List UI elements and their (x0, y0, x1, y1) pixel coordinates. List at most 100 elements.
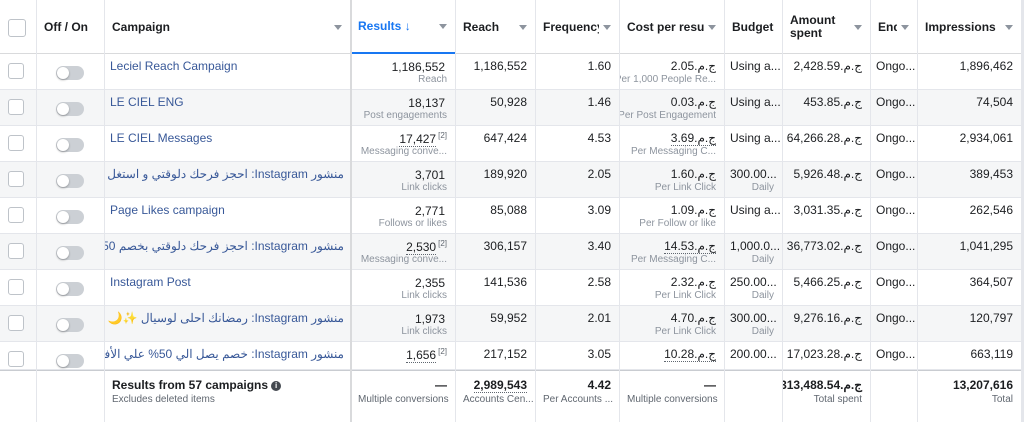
spent-cell: ج.م.‏453.85 (782, 90, 870, 125)
campaign-toggle[interactable] (56, 282, 84, 296)
header-off-on[interactable]: Off / On (36, 0, 104, 54)
header-reach-label: Reach (463, 20, 500, 34)
chevron-down-icon[interactable] (439, 23, 447, 29)
results-number: 1,973 (414, 312, 445, 326)
header-amount-spent-label: Amount spent (790, 14, 836, 40)
header-results-text: Results (358, 19, 402, 33)
header-reach[interactable]: Reach (455, 0, 535, 54)
row-checkbox[interactable] (8, 171, 24, 187)
campaign-name-link[interactable]: منشور Instagram: رمضانك احلى لوسيال ✨🌙 ا… (104, 311, 344, 325)
impressions-cell: 364,507 (917, 270, 1021, 305)
chevron-down-icon[interactable] (1005, 24, 1013, 30)
table-row[interactable]: منشور Instagram: احجز فرحك دلوقتي و استغ… (0, 162, 1024, 198)
impressions-value: 1,896,462 (959, 59, 1013, 73)
table-row[interactable]: LE CIEL Messages 17,427 [2] Messaging conv… (0, 126, 1024, 162)
impressions-cell: 74,504 (917, 90, 1021, 125)
header-frequency[interactable]: Frequency (535, 0, 619, 54)
select-all-checkbox[interactable] (8, 19, 26, 37)
column-divider (724, 0, 725, 422)
campaign-toggle[interactable] (56, 66, 84, 80)
results-value: 2,355 (415, 275, 447, 290)
spent-value: ج.م.‏2,428.59 (793, 59, 862, 73)
header-cost-per-result[interactable]: Cost per result (619, 0, 724, 54)
campaign-toggle[interactable] (56, 210, 84, 224)
ends-value: Ongo... (876, 275, 916, 289)
table-row[interactable]: Page Likes campaign 2,771 Follows or like… (0, 198, 1024, 234)
campaign-cell: LE CIEL ENG (104, 90, 350, 125)
column-divider (782, 0, 783, 422)
chevron-down-icon[interactable] (603, 24, 611, 30)
results-cell: 2,771 Follows or likes (350, 198, 455, 233)
campaign-toggle[interactable] (56, 138, 84, 152)
spent-cell: ج.م.‏3,031.35 (782, 198, 870, 233)
header-impressions[interactable]: Impressions (917, 0, 1021, 54)
table-header: Off / On Campaign Results ↓ Reach Freque… (0, 0, 1024, 54)
header-results[interactable]: Results ↓ (350, 0, 455, 54)
column-divider[interactable] (350, 0, 352, 422)
campaign-name-link[interactable]: منشور Instagram: احجز فرحك دلوقتي بخصم 5… (104, 239, 344, 253)
campaign-name-link[interactable]: منشور Instagram: احجز فرحك دلوقتي و استغ… (104, 167, 344, 181)
row-checkbox[interactable] (8, 99, 24, 115)
results-type: Link clicks (401, 182, 447, 193)
chevron-down-icon[interactable] (519, 24, 527, 30)
campaign-cell: منشور Instagram: احجز فرحك دلوقتي بخصم 5… (104, 234, 350, 269)
budget-value: Using a... (730, 203, 781, 217)
results-number: 2,530 (406, 240, 437, 255)
row-checkbox[interactable] (8, 279, 24, 295)
frequency-cell: 4.53 (535, 126, 619, 161)
header-budget[interactable]: Budget (724, 0, 782, 54)
row-checkbox[interactable] (8, 207, 24, 223)
header-amount-spent[interactable]: Amount spent (782, 0, 870, 54)
table-row[interactable]: Instagram Post 2,355 Link clicks 141,536 … (0, 270, 1024, 306)
campaign-name-link[interactable]: LE CIEL Messages (110, 131, 213, 145)
row-checkbox[interactable] (8, 315, 24, 331)
ends-cell: Ongo... (870, 54, 917, 89)
info-icon[interactable]: i (271, 381, 282, 391)
scrollbar[interactable] (1021, 0, 1024, 422)
table-row[interactable]: LE CIEL ENG 18,137 Post engagements 50,92… (0, 90, 1024, 126)
table-row[interactable]: منشور Instagram: خصم يصل الي 50% علي الأ… (0, 342, 1024, 370)
budget-value: Using a... (730, 95, 781, 109)
ends-cell: Ongo... (870, 162, 917, 197)
campaign-cell: Page Likes campaign (104, 198, 350, 233)
campaign-name-link[interactable]: منشور Instagram: خصم يصل الي 50% علي الأ… (104, 347, 344, 361)
header-campaign[interactable]: Campaign (104, 0, 350, 54)
cost-cell: ج.م.‏14.53 Per Messaging C... (619, 234, 724, 269)
table-row[interactable]: Leciel Reach Campaign 1,186,552 Reach 1,1… (0, 54, 1024, 90)
totals-impressions: 13,207,616 (952, 378, 1013, 392)
row-checkbox[interactable] (8, 63, 24, 79)
campaign-name-link[interactable]: Leciel Reach Campaign (110, 59, 238, 73)
results-value: 2,530 [2] (406, 239, 447, 255)
campaign-toggle[interactable] (56, 246, 84, 260)
chevron-down-icon[interactable] (901, 24, 909, 30)
budget-cell: 1,000.0... Daily (724, 234, 782, 269)
reach-value: 1,186,552 (473, 59, 527, 73)
campaign-toggle[interactable] (56, 102, 84, 116)
results-number: 17,427 (399, 132, 437, 147)
table-row[interactable]: منشور Instagram: احجز فرحك دلوقتي بخصم 5… (0, 234, 1024, 270)
row-checkbox[interactable] (8, 135, 24, 151)
cost-cell: ج.م.‏10.28 (619, 342, 724, 369)
campaign-toggle[interactable] (56, 174, 84, 188)
budget-cell: Using a... (724, 54, 782, 89)
results-type: Follows or likes (378, 218, 447, 229)
reach-value: 306,157 (483, 239, 527, 253)
campaign-toggle[interactable] (56, 354, 84, 368)
column-divider (535, 0, 536, 422)
row-checkbox[interactable] (8, 351, 24, 367)
column-divider (619, 0, 620, 422)
chevron-down-icon[interactable] (708, 24, 716, 30)
header-impressions-label: Impressions (925, 20, 996, 34)
chevron-down-icon[interactable] (334, 24, 342, 30)
table-row[interactable]: منشور Instagram: رمضانك احلى لوسيال ✨🌙 ا… (0, 306, 1024, 342)
header-ends[interactable]: Ends (870, 0, 917, 54)
ends-value: Ongo... (876, 347, 916, 361)
campaign-toggle[interactable] (56, 318, 84, 332)
results-number: 18,137 (408, 96, 445, 110)
campaign-cell: Instagram Post (104, 270, 350, 305)
campaign-name-link[interactable]: Instagram Post (110, 275, 191, 289)
campaign-name-link[interactable]: LE CIEL ENG (110, 95, 184, 109)
row-checkbox[interactable] (8, 243, 24, 259)
campaign-name-link[interactable]: Page Likes campaign (110, 203, 225, 217)
chevron-down-icon[interactable] (854, 24, 862, 30)
